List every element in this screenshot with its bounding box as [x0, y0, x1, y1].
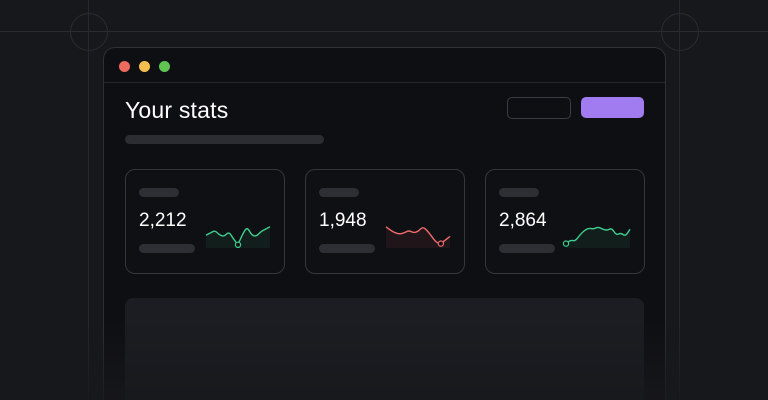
stat-card[interactable]: 2,212	[125, 169, 285, 274]
sparkline-area	[566, 227, 630, 248]
stat-label-placeholder	[319, 188, 359, 197]
maximize-window-dot[interactable]	[159, 61, 170, 72]
guide-line-left	[88, 0, 89, 400]
page-title: Your stats	[125, 97, 229, 123]
sparkline-marker	[234, 241, 242, 248]
sparkline-chart	[385, 226, 451, 248]
guide-circle-right	[661, 13, 699, 51]
stat-caption-placeholder	[499, 244, 555, 253]
guide-line-right	[679, 0, 680, 400]
window-titlebar	[104, 48, 665, 83]
stat-value: 2,212	[139, 210, 187, 231]
primary-button[interactable]	[581, 97, 644, 118]
stat-caption-placeholder	[139, 244, 195, 253]
minimize-window-dot[interactable]	[139, 61, 150, 72]
stat-value: 2,864	[499, 210, 547, 231]
guide-circle-left	[70, 13, 108, 51]
browser-window: Your stats 2,212 1,948 2,864	[103, 47, 666, 400]
stat-label-placeholder	[499, 188, 539, 197]
stat-caption-placeholder	[319, 244, 375, 253]
close-window-dot[interactable]	[119, 61, 130, 72]
sparkline-chart	[205, 226, 271, 248]
sparkline-area	[206, 226, 270, 248]
secondary-button[interactable]	[507, 97, 571, 119]
sparkline-marker	[562, 240, 570, 247]
stat-label-placeholder	[139, 188, 179, 197]
sparkline-marker	[437, 240, 445, 247]
guide-line-horizontal	[0, 31, 768, 32]
stat-card[interactable]: 1,948	[305, 169, 465, 274]
sparkline-line	[565, 226, 631, 245]
sparkline-chart	[562, 226, 631, 248]
stat-card[interactable]: 2,864	[485, 169, 645, 274]
stat-value: 1,948	[319, 210, 367, 231]
content-panel-placeholder	[125, 298, 644, 400]
sparkline-area	[386, 226, 450, 248]
subtitle-placeholder	[125, 135, 324, 144]
